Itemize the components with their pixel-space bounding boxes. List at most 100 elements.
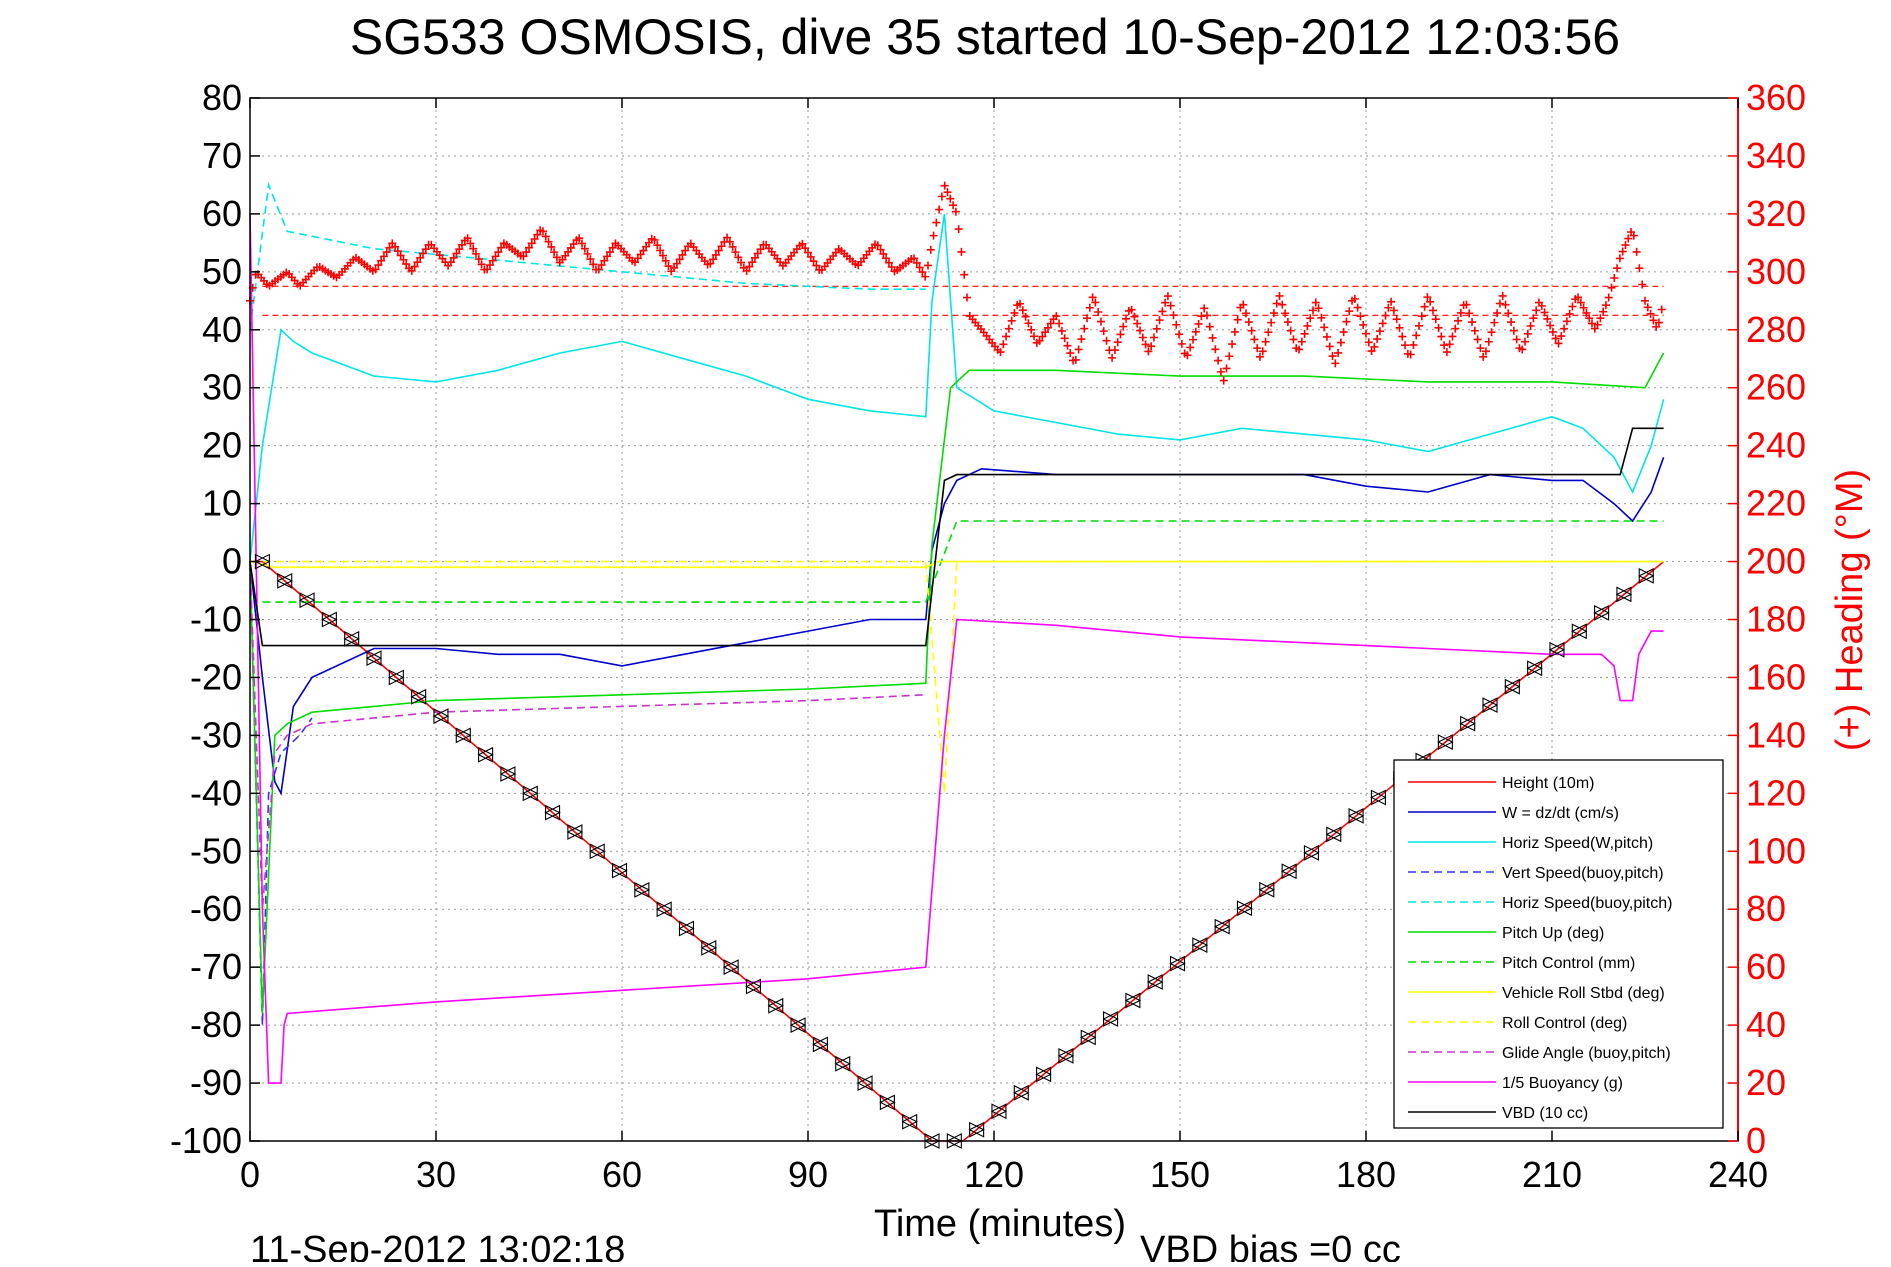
heading-marker: [1481, 347, 1490, 356]
heading-marker: [396, 251, 405, 260]
legend-box: [1393, 759, 1724, 1129]
heading-marker: [1155, 316, 1164, 325]
dive-marker: [1013, 1084, 1030, 1101]
heading-marker: [1415, 321, 1424, 330]
heading-marker: [1244, 318, 1253, 327]
heading-marker: [951, 207, 960, 216]
heading-marker: [1621, 241, 1630, 250]
chart-title: SG533 OSMOSIS, dive 35 started 10-Sep-20…: [350, 9, 1620, 65]
legend-label-roll_control: Roll Control (deg): [1502, 1015, 1627, 1032]
y2-tick-label: 160: [1746, 656, 1806, 697]
y2-tick-label: 180: [1746, 599, 1806, 640]
heading-marker: [1166, 301, 1175, 310]
heading-marker: [742, 266, 751, 275]
heading-marker: [550, 248, 559, 257]
heading-marker: [882, 254, 891, 263]
heading-marker: [756, 245, 765, 254]
heading-marker: [932, 218, 941, 227]
heading-marker: [1442, 348, 1451, 357]
y-tick-label: -50: [190, 830, 242, 871]
dive-marker: [1280, 863, 1298, 880]
legend-label-w: W = dz/dt (cm/s): [1502, 805, 1619, 822]
heading-marker: [466, 239, 475, 248]
heading-marker: [494, 248, 503, 257]
heading-marker: [1043, 323, 1052, 332]
legend-label-roll: Vehicle Roll Stbd (deg): [1502, 985, 1665, 1002]
heading-marker: [1392, 315, 1401, 324]
x-tick-label: 180: [1336, 1154, 1396, 1195]
y2-tick-label: 20: [1746, 1062, 1786, 1103]
heading-marker: [1454, 316, 1463, 325]
heading-marker: [929, 231, 938, 240]
heading-marker: [608, 243, 617, 252]
series-line-pitch: [249, 352, 1665, 1014]
heading-marker: [1353, 303, 1362, 312]
heading-marker: [806, 252, 815, 261]
heading-marker: [1322, 332, 1331, 341]
heading-marker: [1495, 299, 1504, 308]
heading-marker: [656, 246, 665, 255]
heading-marker: [1585, 314, 1594, 323]
heading-marker: [1306, 314, 1315, 323]
dive-marker: [834, 1055, 851, 1072]
heading-marker: [1426, 297, 1435, 306]
y-tick-label: 0: [222, 541, 242, 582]
heading-marker: [923, 261, 932, 270]
heading-marker: [963, 293, 972, 302]
heading-marker: [469, 244, 478, 253]
heading-marker: [589, 260, 598, 269]
heading-marker: [1088, 293, 1097, 302]
heading-marker: [580, 244, 589, 253]
y-tick-label: 50: [202, 251, 242, 292]
heading-marker: [1255, 352, 1264, 361]
y2-tick-label: 40: [1746, 1004, 1786, 1045]
heading-marker: [1568, 302, 1577, 311]
heading-marker: [522, 248, 531, 257]
heading-marker: [1587, 319, 1596, 328]
heading-marker: [371, 265, 380, 274]
heading-marker: [1364, 338, 1373, 347]
dive-marker: [1102, 1011, 1119, 1027]
heading-marker: [1512, 335, 1521, 344]
heading-marker: [1473, 335, 1482, 344]
heading-marker: [1225, 352, 1234, 361]
heading-marker: [711, 250, 720, 259]
grid: [250, 98, 1738, 1141]
dive-marker: [1638, 568, 1655, 584]
heading-marker: [937, 192, 946, 201]
heading-marker: [1046, 319, 1055, 328]
heading-marker: [413, 258, 422, 267]
heading-marker: [1189, 335, 1198, 344]
y-tick-label: 30: [202, 367, 242, 408]
heading-marker: [1635, 264, 1644, 273]
legend-label-horiz_speed: Horiz Speed(W,pitch): [1502, 835, 1653, 852]
y-tick-label: 80: [202, 77, 242, 118]
heading-marker: [1295, 345, 1304, 354]
heading-marker: [1431, 315, 1440, 324]
heading-marker: [1387, 297, 1396, 306]
heading-marker: [1152, 324, 1161, 333]
heading-marker: [1356, 312, 1365, 321]
heading-marker: [1613, 264, 1622, 273]
heading-marker: [1412, 331, 1421, 340]
heading-marker: [1604, 293, 1613, 302]
dive-marker: [1191, 937, 1209, 954]
heading-marker: [1331, 359, 1340, 368]
heading-marker: [809, 257, 818, 266]
heading-marker: [1113, 338, 1122, 347]
dive-marker: [1080, 1029, 1097, 1046]
heading-marker: [1395, 323, 1404, 332]
heading-marker: [999, 340, 1008, 349]
heading-marker: [879, 249, 888, 258]
heading-marker: [1345, 307, 1354, 316]
heading-marker: [1490, 318, 1499, 327]
y2-tick-label: 220: [1746, 483, 1806, 524]
heading-marker: [1560, 324, 1569, 333]
dive-marker: [1057, 1047, 1075, 1064]
heading-marker: [1183, 351, 1192, 360]
dive-marker: [1325, 826, 1342, 843]
heading-marker: [1063, 341, 1072, 350]
heading-marker: [1116, 330, 1125, 339]
legend-items: Height (10m) W = dz/dt (cm/s) Horiz Speed(…: [1408, 775, 1672, 1122]
heading-marker: [1052, 312, 1061, 321]
